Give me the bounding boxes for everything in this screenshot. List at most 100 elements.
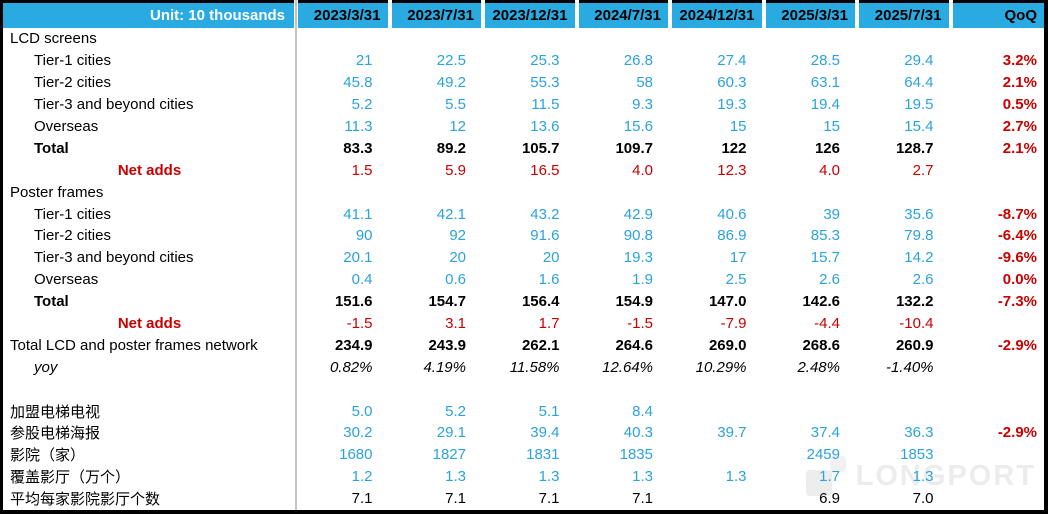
cell-value: -1.5 [627, 315, 653, 333]
row-label: yoy [34, 358, 58, 376]
column-header-2023-7-31: 2023/7/31 [390, 0, 484, 28]
cell-value: 35.6 [904, 205, 934, 223]
cell-value: 0.6 [445, 271, 466, 289]
cell-value: 40.3 [623, 424, 653, 442]
cell-value: 262.1 [521, 336, 560, 354]
cell-value: 2.48% [797, 358, 840, 376]
cell-value: 8.4 [632, 402, 653, 420]
cell-value: 7.0 [912, 490, 934, 508]
cell-value: 147.0 [708, 293, 747, 311]
cell-value: 12.64% [602, 358, 653, 376]
cell-value: 268.6 [802, 336, 840, 354]
cell-value: 154.9 [615, 293, 653, 311]
row-label: Net adds [117, 315, 182, 333]
row-label: LCD screens [10, 30, 97, 48]
cell-value: -1.40% [885, 358, 934, 376]
row-label: Tier-2 cities [34, 74, 111, 92]
table-row: Net adds 1.5 5.9 16.5 4.0 12.3 4.0 2.7 [3, 159, 1044, 181]
cell-value: 4.0 [819, 161, 840, 179]
cell-value: 12.3 [717, 161, 747, 179]
cell-value: 156.4 [521, 293, 560, 311]
table-row: Total 151.6 154.7 156.4 154.9 147.0 142.6 132.2… [3, 291, 1044, 313]
table-row: Tier-2 cities 45.8 49.2 55.3 58 60.3 63.1 64.4 2… [3, 72, 1044, 94]
cell-value: 126 [814, 139, 840, 157]
cell-value: 1.5 [351, 161, 373, 179]
cell-value: 1.3 [725, 468, 747, 486]
cell-value: 15 [729, 118, 747, 135]
cell-qoq: 3.2% [1002, 52, 1037, 70]
cell-value: 5.2 [445, 402, 466, 420]
table-row: Overseas 0.4 0.6 1.6 1.9 2.5 2.6 2.6 0.0% [3, 269, 1044, 291]
table-row: LCD screens [3, 28, 1044, 50]
row-label: 加盟电梯电视 [10, 403, 101, 421]
cell-value: 42.9 [623, 205, 653, 223]
table-row: 参股电梯海报 30.2 29.1 39.4 40.3 39.7 37.4 36.3 -2.9% [3, 422, 1044, 444]
row-label: Net adds [117, 161, 182, 179]
cell-value: 25.3 [530, 52, 560, 70]
cell-value: 1.7 [819, 468, 840, 486]
cell-value: 1.7 [538, 315, 560, 333]
cell-value: 91.6 [530, 227, 560, 245]
cell-value: 1835 [619, 446, 653, 464]
cell-qoq: 0.5% [1002, 96, 1037, 114]
cell-value: 2.6 [819, 271, 840, 289]
row-label: Overseas [34, 118, 99, 135]
cell-value: 90.8 [623, 227, 653, 245]
row-label: Tier-1 cities [34, 205, 111, 223]
cell-value: 2.7 [912, 161, 934, 179]
cell-value: 151.6 [334, 293, 373, 311]
cell-value: 1.3 [912, 468, 934, 486]
column-header-2025-3-31: 2025/3/31 [764, 0, 858, 28]
cell-value: 264.6 [615, 336, 653, 354]
cell-value: 11.5 [531, 96, 560, 114]
table-row: Tier-1 cities 41.1 42.1 43.2 42.9 40.6 39 35.6 -… [3, 203, 1044, 225]
column-header-2024-12-31: 2024/12/31 [670, 0, 764, 28]
cell-value: 5.9 [445, 161, 466, 179]
cell-value: 4.0 [632, 161, 653, 179]
cell-value: 142.6 [802, 293, 840, 311]
cell-value: 7.1 [445, 490, 466, 508]
cell-value: 19.3 [623, 249, 653, 267]
table-row: 平均每家影院影厅个数 7.1 7.1 7.1 7.1 6.9 7.0 [3, 488, 1044, 510]
cell-value: -7.9 [720, 315, 747, 333]
cell-value: 20.1 [343, 249, 373, 267]
cell-value: 2459 [806, 446, 840, 464]
cell-value: 19.4 [810, 96, 840, 114]
column-header-2023-12-31: 2023/12/31 [483, 0, 577, 28]
table-row: Tier-1 cities 21 22.5 25.3 26.8 27.4 28.5 29.4 3… [3, 50, 1044, 72]
header-row: Unit: 10 thousands 2023/3/31 2023/7/31 2… [3, 0, 1044, 28]
cell-value: 49.2 [436, 74, 466, 92]
cell-qoq: -6.4% [997, 227, 1037, 245]
row-label: Tier-2 cities [34, 227, 111, 245]
table-row: Total LCD and poster frames network 234.9… [3, 334, 1044, 356]
cell-value: 132.2 [895, 293, 934, 311]
cell-value: 1831 [526, 446, 560, 464]
cell-value: 37.4 [810, 424, 840, 442]
cell-value: 1.2 [351, 468, 373, 486]
cell-value: 41.1 [343, 205, 373, 223]
cell-value: 20 [542, 249, 560, 267]
cell-value: 55.3 [530, 74, 560, 92]
cell-value: 39 [823, 205, 840, 223]
cell-qoq: -9.6% [997, 249, 1037, 267]
cell-qoq: -2.9% [997, 336, 1037, 354]
cell-value: 58 [636, 74, 653, 92]
cell-value: 60.3 [717, 74, 747, 92]
cell-value: 5.0 [351, 402, 373, 420]
row-label: 影院（家） [10, 447, 86, 465]
cell-value: 0.82% [329, 358, 373, 376]
cell-value: 15.6 [623, 118, 653, 135]
table-row [3, 378, 1044, 400]
cell-value: 90 [355, 227, 373, 245]
cell-value: 0.4 [351, 271, 373, 289]
cell-value: 105.7 [521, 139, 560, 157]
cell-value: 15 [823, 118, 840, 135]
cell-value: 85.3 [810, 227, 840, 245]
cell-value: 14.2 [904, 249, 934, 267]
cell-value: -10.4 [899, 315, 934, 333]
cell-value: 83.3 [343, 139, 373, 157]
row-label: Total LCD and poster frames network [10, 336, 258, 354]
cell-value: 79.8 [904, 227, 934, 245]
cell-value: 1.6 [538, 271, 560, 289]
cell-value: 26.8 [623, 52, 653, 70]
